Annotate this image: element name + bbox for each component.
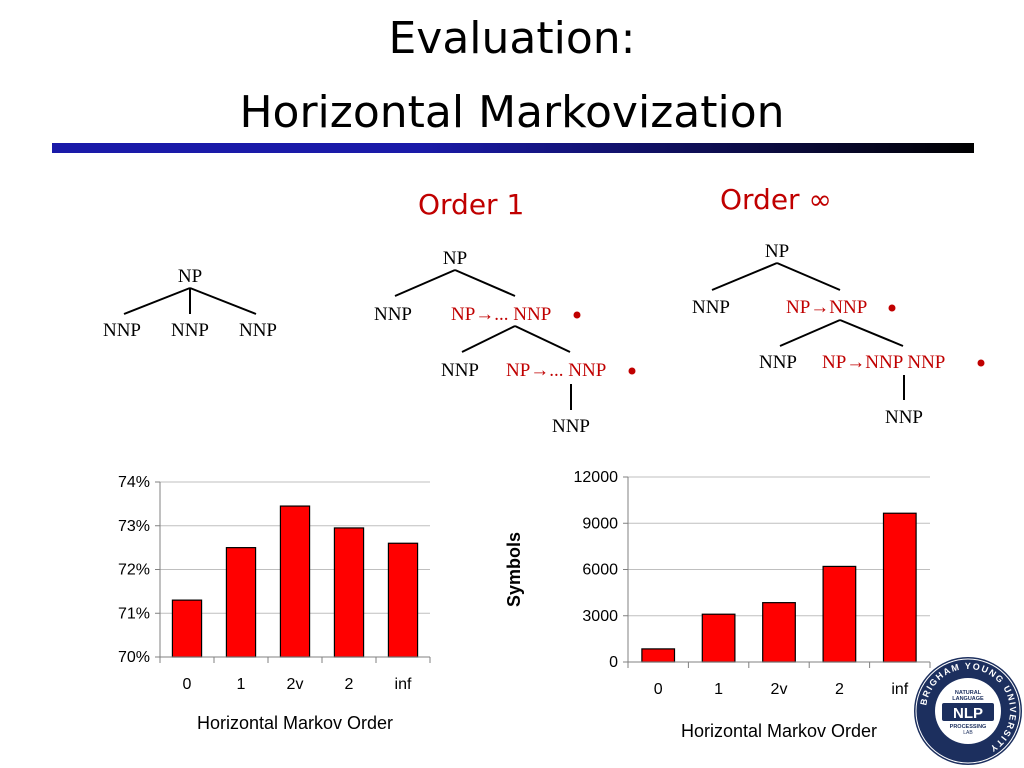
flat-tree-child: NNP bbox=[171, 320, 209, 341]
order-inf-edge bbox=[711, 262, 778, 291]
x-tick-label: 2v bbox=[771, 681, 788, 698]
title-divider bbox=[52, 143, 974, 153]
y-tick-label: 71% bbox=[118, 605, 150, 622]
y-tick-label: 3000 bbox=[582, 608, 618, 625]
flat-tree-edge bbox=[189, 287, 257, 315]
x-tick-label: 0 bbox=[654, 681, 663, 698]
slide-title-line2: Horizontal Markovization bbox=[239, 87, 785, 138]
order-inf-tree: NP NNP NP→NNP NNP NP→NNP NNP NNP bbox=[692, 241, 985, 428]
x-axis-title: Horizontal Markov Order bbox=[681, 721, 877, 741]
flat-tree-child: NNP bbox=[239, 320, 277, 341]
logo-line4: LAB bbox=[963, 730, 973, 736]
markov-dot-icon bbox=[628, 367, 636, 375]
logo-line3: PROCESSING bbox=[950, 724, 987, 730]
order-1-l1-right: NP→... NNP bbox=[451, 304, 551, 325]
slide-title-line1: Evaluation: bbox=[388, 13, 636, 64]
y-tick-label: 0 bbox=[609, 654, 618, 671]
y-axis-title: Symbols bbox=[504, 532, 524, 607]
order-inf-label: Order ∞ bbox=[720, 183, 832, 216]
order-1-l2-right: NP→... NNP bbox=[506, 360, 606, 381]
bar bbox=[641, 648, 676, 663]
bar bbox=[171, 599, 203, 658]
logo-line2: LANGUAGE bbox=[952, 696, 984, 702]
flat-tree-child: NNP bbox=[103, 320, 141, 341]
markov-dot-icon bbox=[888, 304, 896, 312]
y-tick-label: 9000 bbox=[582, 515, 618, 532]
order-1-root: NP bbox=[443, 248, 467, 269]
x-tick-label: 1 bbox=[237, 676, 246, 693]
x-tick-label: inf bbox=[891, 681, 908, 698]
order-1-l1-left: NNP bbox=[374, 304, 412, 325]
order-inf-edge bbox=[779, 319, 841, 347]
order-inf-edge bbox=[839, 319, 904, 347]
flat-tree-edge bbox=[123, 287, 191, 315]
y-tick-label: 72% bbox=[118, 562, 150, 579]
logo-nlp-text: NLP bbox=[953, 705, 983, 722]
y-tick-label: 12000 bbox=[574, 469, 619, 486]
order-inf-l3: NNP bbox=[885, 407, 923, 428]
order-inf-l1-right: NP→NNP bbox=[786, 297, 867, 318]
order-inf-edge bbox=[776, 262, 841, 291]
order-1-label: Order 1 bbox=[418, 188, 525, 221]
order-inf-l2-right: NP→NNP NNP bbox=[822, 352, 945, 373]
x-tick-label: 2 bbox=[835, 681, 844, 698]
x-tick-label: 2v bbox=[287, 676, 304, 693]
byu-nlp-logo: BRIGHAM YOUNG UNIVERSITY NATURAL LANGUAG… bbox=[914, 657, 1022, 765]
order-1-edge bbox=[514, 325, 571, 353]
logo-line1: NATURAL bbox=[955, 690, 982, 696]
bar bbox=[387, 542, 419, 658]
order-1-l3: NNP bbox=[552, 416, 590, 437]
markov-dot-icon bbox=[573, 311, 581, 319]
logo-ring-border bbox=[915, 658, 1021, 764]
x-tick-label: inf bbox=[395, 676, 412, 693]
x-tick-label: 0 bbox=[183, 676, 192, 693]
order-1-edge bbox=[461, 325, 516, 353]
flat-tree: NP NNP NNP NNP bbox=[103, 266, 277, 341]
bar bbox=[701, 613, 736, 663]
x-axis-title: Horizontal Markov Order bbox=[197, 713, 393, 733]
order-1-edge bbox=[454, 269, 516, 297]
x-tick-label: 1 bbox=[714, 681, 723, 698]
y-tick-label: 70% bbox=[118, 649, 150, 666]
markov-dot-icon bbox=[977, 359, 985, 367]
bar bbox=[762, 602, 796, 663]
order-inf-root: NP bbox=[765, 241, 789, 262]
logo-nlp-plate bbox=[942, 703, 994, 721]
bar bbox=[822, 565, 857, 663]
y-tick-label: 74% bbox=[118, 474, 150, 491]
order-1-l2-left: NNP bbox=[441, 360, 479, 381]
order-inf-l2-left: NNP bbox=[759, 352, 797, 373]
bar bbox=[882, 512, 917, 663]
y-tick-label: 73% bbox=[118, 518, 150, 535]
order-1-edge bbox=[394, 269, 456, 297]
y-tick-label: 6000 bbox=[582, 562, 618, 579]
x-tick-label: 2 bbox=[345, 676, 354, 693]
order-1-tree: NP NNP NP→... NNP NNP NP→... NNP NNP bbox=[374, 248, 636, 437]
order-inf-l1-left: NNP bbox=[692, 297, 730, 318]
flat-tree-root: NP bbox=[178, 266, 202, 287]
bar bbox=[225, 547, 257, 658]
